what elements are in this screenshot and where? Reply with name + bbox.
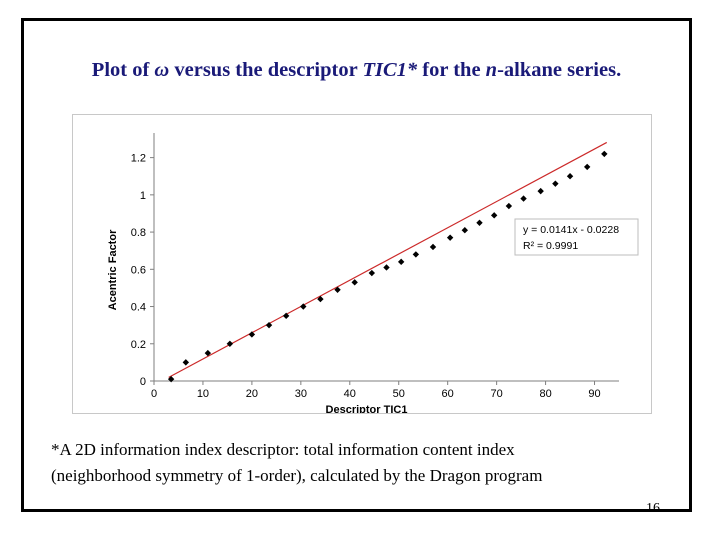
slide-title: Plot of ω versus the descriptor TIC1* fo…	[24, 59, 689, 82]
footnote-line-1: *A 2D information index descriptor: tota…	[51, 440, 515, 459]
data-point	[566, 173, 574, 180]
title-omega: ω	[154, 59, 170, 81]
title-text: versus the descriptor	[169, 59, 363, 81]
footnote-line-2: (neighborhood symmetry of 1-order), calc…	[51, 466, 543, 485]
chart-area: 0 0.2 0.4 0.6 0.8 1 1.2 0 10 20 30 40 50 60 70 80 90 Desc…	[72, 114, 652, 414]
x-tick-label: 90	[588, 388, 600, 400]
y-tick-label: 0.4	[131, 302, 146, 314]
equation-box	[514, 218, 639, 256]
data-point	[204, 349, 212, 357]
y-tick-label: 0.8	[131, 227, 146, 239]
data-point	[520, 195, 527, 202]
page-number: 16	[646, 501, 660, 516]
data-point	[248, 331, 256, 338]
x-tick-label: 80	[539, 388, 551, 400]
data-point	[446, 234, 454, 241]
data-point	[182, 359, 190, 366]
data-point	[397, 258, 405, 266]
x-tick-label: 30	[295, 388, 307, 400]
data-point	[368, 269, 376, 277]
x-tick-label: 20	[246, 388, 258, 400]
x-tick-label: 40	[344, 388, 356, 400]
x-tick-label: 70	[491, 388, 503, 400]
slide-frame: Plot of ω versus the descriptor TIC1* fo…	[21, 18, 692, 516]
y-tick-label: 1	[140, 190, 146, 202]
data-point	[167, 375, 175, 383]
fit-line	[168, 141, 608, 378]
y-tick-label: 0.2	[131, 339, 146, 351]
data-point	[282, 312, 290, 320]
data-point	[583, 163, 591, 171]
data-point	[537, 187, 544, 195]
data-point	[226, 340, 234, 347]
x-tick-label: 0	[151, 388, 157, 400]
data-point	[300, 303, 307, 310]
data-point	[552, 180, 559, 187]
x-tick-label: 10	[197, 388, 209, 400]
data-point	[490, 212, 498, 219]
data-point	[461, 227, 469, 234]
title-text: -alkane series.	[497, 59, 622, 81]
data-point	[265, 321, 273, 329]
data-point	[383, 264, 390, 271]
data-point	[334, 286, 341, 293]
data-point	[476, 219, 483, 226]
x-tick-label: 60	[442, 388, 454, 400]
x-axis-label: Descriptor TIC1	[326, 404, 408, 413]
footnote: *A 2D information index descriptor: tota…	[51, 437, 542, 489]
y-axis-label: Acentric Factor	[107, 229, 119, 310]
data-point	[601, 150, 608, 158]
title-text: for the	[417, 59, 486, 81]
y-tick-label: 0	[140, 376, 146, 388]
scatter-chart: 0 0.2 0.4 0.6 0.8 1 1.2 0 10 20 30 40 50 60 70 80 90 Desc…	[107, 133, 639, 413]
title-text: Plot of	[91, 59, 155, 81]
data-point	[505, 202, 513, 210]
y-tick-label: 0.6	[131, 264, 146, 276]
equation-label: y = 0.0141x - 0.0228	[523, 224, 619, 236]
y-tick-label: 1.2	[131, 153, 146, 165]
data-point	[412, 251, 420, 258]
data-point	[351, 279, 358, 286]
r2-label: R² = 0.9991	[523, 240, 578, 252]
data-point	[317, 295, 324, 303]
title-n: n	[485, 59, 498, 81]
data-point	[429, 243, 437, 251]
title-descriptor: TIC1*	[362, 59, 418, 81]
x-tick-label: 50	[393, 388, 405, 400]
